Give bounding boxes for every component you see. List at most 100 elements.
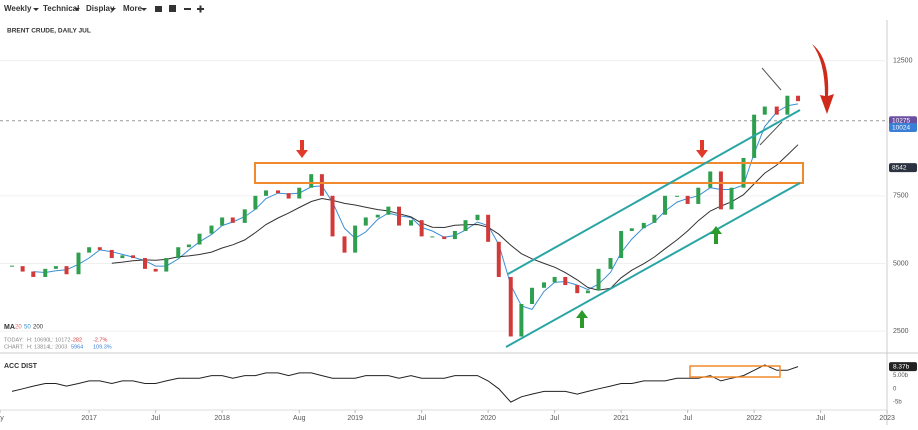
candle <box>386 206 391 215</box>
stat-value: 5964 <box>71 344 83 350</box>
candle <box>508 276 513 337</box>
chart-title: BRENT CRUDE, DAILY JUL <box>7 28 91 35</box>
candle <box>585 290 590 294</box>
price-tag-label: 10024 <box>892 124 910 131</box>
candle <box>186 244 191 248</box>
candle <box>419 220 424 237</box>
x-tick-label: 2022 <box>746 415 762 422</box>
candle <box>619 230 624 259</box>
candle <box>143 258 147 269</box>
channel-lower <box>505 182 801 348</box>
candle <box>652 214 657 223</box>
acc-tick-label: -5b <box>893 400 902 406</box>
candle <box>31 271 36 277</box>
price-tag <box>889 163 917 173</box>
legend: MA 20 50 200 TODAY: H: 10690 L: 10172 -282 -2.… <box>4 324 112 370</box>
ma-label: MA <box>4 324 15 331</box>
candle <box>120 255 125 259</box>
candle <box>242 209 247 223</box>
menu-weekly[interactable]: Weekly <box>4 4 32 13</box>
candle <box>519 304 524 337</box>
channel-upper <box>507 109 801 275</box>
x-tick-label: Jul <box>550 415 559 422</box>
acc-dist-line <box>11 364 799 403</box>
zoom-out-icon[interactable] <box>184 8 191 10</box>
price-tag <box>889 116 917 126</box>
ma-period: 20 <box>15 325 22 331</box>
stat-value: -2.7% <box>93 337 107 343</box>
candle <box>64 266 69 275</box>
candle <box>264 190 269 196</box>
candle <box>774 106 779 115</box>
up-arrow <box>576 310 588 328</box>
x-tick-label: Jul <box>417 415 426 422</box>
candle <box>718 171 723 210</box>
candle <box>796 95 801 102</box>
candle <box>663 195 668 215</box>
candle <box>164 258 169 272</box>
price-tag-label: 8542 <box>892 164 907 171</box>
candle <box>109 249 114 259</box>
x-tick-label: 2017 <box>81 415 97 422</box>
candle <box>552 276 557 283</box>
candle <box>53 266 58 269</box>
candle <box>375 214 380 218</box>
menu-more[interactable]: More <box>123 4 143 13</box>
candle <box>363 217 368 226</box>
stat-value: -282 <box>71 337 82 343</box>
y-tick-label: 12500 <box>893 57 913 64</box>
candle <box>342 236 347 253</box>
candle <box>608 258 613 269</box>
save-icon[interactable] <box>169 5 176 12</box>
menu-display[interactable]: Display <box>86 4 115 13</box>
candle <box>530 287 535 305</box>
y-tick-label: 7500 <box>893 193 909 200</box>
x-tick-label: 2021 <box>613 415 629 422</box>
candle <box>741 157 746 188</box>
candle <box>629 228 634 231</box>
trend-line <box>761 67 782 91</box>
candle <box>596 268 601 291</box>
curved-arrow <box>812 44 834 114</box>
menu-technical[interactable]: Technical <box>43 4 79 13</box>
down-arrow <box>696 140 708 158</box>
x-tick-label: Jul <box>683 415 692 422</box>
resistance-box <box>254 162 804 184</box>
zoom-in-icon[interactable] <box>197 5 204 13</box>
candle <box>729 187 734 210</box>
price-tag <box>889 123 917 133</box>
x-tick-label: 2018 <box>214 415 230 422</box>
acc-box <box>689 365 781 378</box>
candle <box>486 214 491 242</box>
candle <box>76 252 81 275</box>
candle <box>309 174 314 188</box>
caret <box>110 8 116 11</box>
candle <box>397 206 402 226</box>
acc-title: ACC DIST <box>4 363 38 370</box>
open-icon[interactable] <box>155 6 162 12</box>
candle <box>209 225 214 234</box>
candle <box>97 247 102 250</box>
price-tag-label: 10275 <box>892 117 910 124</box>
x-tick-label: 2019 <box>347 415 363 422</box>
stat-label: TODAY: <box>4 337 24 343</box>
candle <box>319 174 324 196</box>
candle <box>286 193 291 199</box>
annotations <box>254 44 834 378</box>
toolbar: Weekly Technical Display More <box>4 4 204 13</box>
candle <box>442 236 447 240</box>
stat-value: 109.3% <box>93 344 112 350</box>
candle <box>785 95 790 115</box>
candle <box>353 225 358 253</box>
candle <box>330 195 335 237</box>
candle <box>197 233 202 245</box>
candle <box>675 195 679 197</box>
caret <box>74 8 80 11</box>
candle <box>685 195 690 204</box>
candle <box>409 220 413 226</box>
candle <box>496 241 501 277</box>
moving-average <box>33 103 799 310</box>
candle <box>87 247 92 253</box>
